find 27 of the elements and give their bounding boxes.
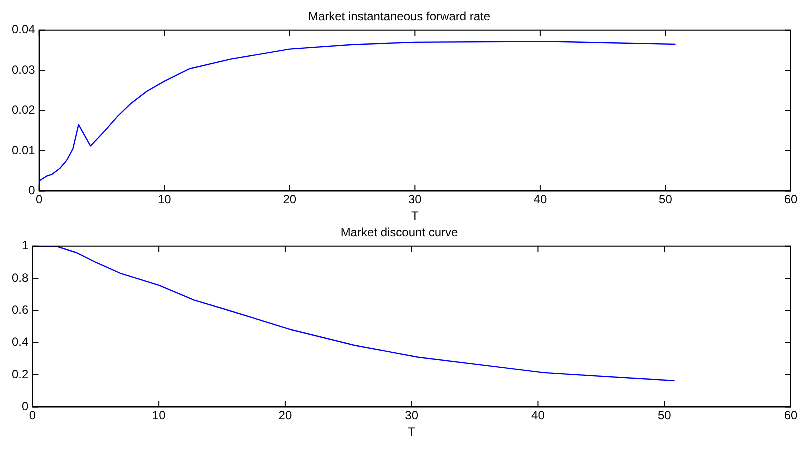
y-tick-label: 0.04 — [12, 22, 36, 37]
x-axis-title: T — [412, 209, 420, 224]
x-tick-label: 60 — [784, 408, 798, 423]
x-tick-label: 40 — [532, 408, 546, 423]
x-tick-label: 10 — [158, 192, 172, 207]
y-tick-label: 0.4 — [12, 335, 29, 350]
y-tick-label: 0.6 — [12, 303, 29, 318]
y-tick-label: 0.02 — [12, 103, 36, 118]
x-axis-title: T — [408, 425, 416, 440]
x-tick-label: 60 — [784, 192, 798, 207]
x-tick-label: 20 — [283, 192, 297, 207]
y-tick-label: 0 — [22, 400, 29, 414]
x-tick-label: 20 — [278, 408, 292, 423]
x-tick-label: 50 — [659, 192, 673, 207]
y-tick-label: 1 — [22, 238, 29, 253]
y-tick-label: 0.03 — [12, 62, 36, 77]
y-tick-label: 0 — [28, 184, 36, 198]
x-tick-label: 30 — [408, 192, 422, 207]
chart-title: Market instantaneous forward rate — [308, 10, 491, 24]
y-tick-label: 0.8 — [12, 270, 29, 285]
x-tick-label: 50 — [658, 408, 672, 423]
chart-title: Market discount curve — [340, 226, 459, 240]
x-tick-label: 30 — [405, 408, 419, 423]
y-tick-label: 0.2 — [12, 367, 29, 382]
x-tick-label: 10 — [152, 408, 166, 423]
y-tick-label: 0.01 — [12, 143, 36, 158]
x-tick-label: 40 — [534, 192, 548, 207]
